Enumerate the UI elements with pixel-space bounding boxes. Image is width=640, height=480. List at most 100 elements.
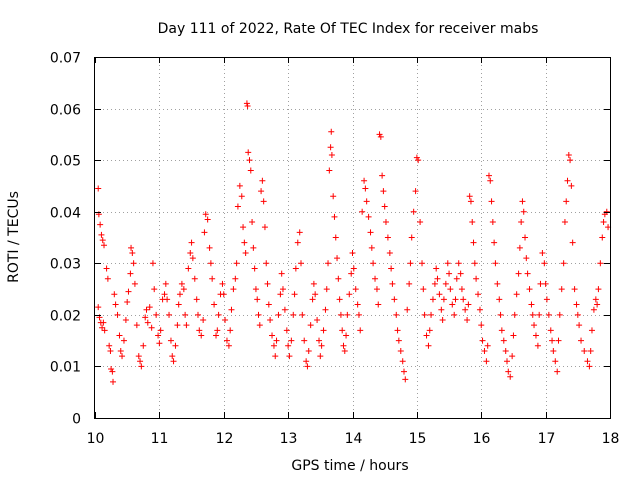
data-point	[410, 208, 417, 215]
data-point	[569, 239, 576, 246]
data-point	[111, 291, 118, 298]
grid-layer	[95, 57, 610, 418]
data-point	[447, 286, 454, 293]
data-point	[124, 298, 131, 305]
data-point	[485, 172, 492, 179]
data-point	[292, 265, 299, 272]
data-point	[446, 270, 453, 277]
data-point	[339, 327, 346, 334]
data-point	[146, 304, 153, 311]
data-point	[255, 311, 262, 318]
data-point	[256, 322, 263, 329]
data-point	[164, 296, 171, 303]
chart-title: Day 111 of 2022, Rate Of TEC Index for r…	[158, 21, 539, 37]
data-point	[528, 301, 535, 308]
data-point	[307, 322, 314, 329]
data-point	[275, 311, 282, 318]
data-point	[377, 133, 384, 140]
data-point	[254, 296, 261, 303]
data-point	[494, 280, 501, 287]
y-axis-label: ROTI / TECUs	[6, 191, 22, 283]
data-point	[440, 296, 447, 303]
x-tick-label: 16	[473, 431, 491, 447]
data-point	[288, 337, 295, 344]
x-tick-label: 18	[602, 431, 620, 447]
data-point	[484, 342, 491, 349]
data-point	[492, 260, 499, 267]
data-point	[334, 255, 341, 262]
data-point	[361, 177, 368, 184]
data-point	[310, 280, 317, 287]
data-point	[453, 275, 460, 282]
data-point	[301, 337, 308, 344]
data-point	[161, 291, 168, 298]
data-point	[523, 255, 530, 262]
data-point	[393, 311, 400, 318]
data-point	[438, 306, 445, 313]
data-point	[97, 221, 104, 228]
data-point	[312, 291, 319, 298]
data-point	[247, 167, 254, 174]
data-point	[434, 275, 441, 282]
data-point	[328, 128, 335, 135]
data-point	[469, 219, 476, 226]
data-point	[578, 337, 585, 344]
data-point	[373, 286, 380, 293]
data-point	[120, 337, 127, 344]
data-point	[101, 242, 108, 249]
x-tick-label: 13	[280, 431, 298, 447]
data-point	[148, 324, 155, 331]
data-point	[599, 234, 606, 241]
x-tick-label: 11	[151, 431, 169, 447]
data-point	[135, 353, 142, 360]
data-point	[524, 270, 531, 277]
data-point	[114, 311, 121, 318]
data-point	[380, 188, 387, 195]
data-point	[399, 358, 406, 365]
data-point	[227, 327, 234, 334]
data-point	[513, 291, 520, 298]
data-point	[127, 270, 134, 277]
data-point	[384, 234, 391, 241]
data-point	[442, 280, 449, 287]
data-point	[122, 317, 129, 324]
data-point	[260, 198, 267, 205]
data-point	[238, 193, 245, 200]
data-point	[554, 368, 561, 375]
data-point	[193, 296, 200, 303]
data-point	[200, 317, 207, 324]
data-point	[555, 337, 562, 344]
data-point	[108, 366, 115, 373]
data-point	[587, 347, 594, 354]
data-point	[234, 203, 241, 210]
data-point	[455, 260, 462, 267]
x-tick-label: 14	[345, 431, 363, 447]
data-point	[588, 327, 595, 334]
data-point	[180, 286, 187, 293]
data-point	[251, 265, 258, 272]
data-point	[182, 311, 189, 318]
data-point	[395, 337, 402, 344]
data-point	[545, 311, 552, 318]
data-point	[404, 306, 411, 313]
data-point	[330, 193, 337, 200]
data-point	[242, 249, 249, 256]
data-point	[214, 327, 221, 334]
data-point	[232, 275, 239, 282]
data-point	[412, 188, 419, 195]
data-point	[531, 322, 538, 329]
data-point	[119, 353, 126, 360]
data-point	[344, 311, 351, 318]
y-tick-label: 0.04	[50, 206, 81, 222]
data-point	[368, 244, 375, 251]
data-point	[586, 363, 593, 370]
data-point	[112, 301, 119, 308]
data-point	[286, 353, 293, 360]
data-point	[195, 311, 201, 318]
data-point	[355, 311, 362, 318]
data-point	[457, 270, 464, 277]
data-point	[309, 296, 316, 303]
data-point	[483, 358, 490, 365]
data-point	[563, 198, 570, 205]
